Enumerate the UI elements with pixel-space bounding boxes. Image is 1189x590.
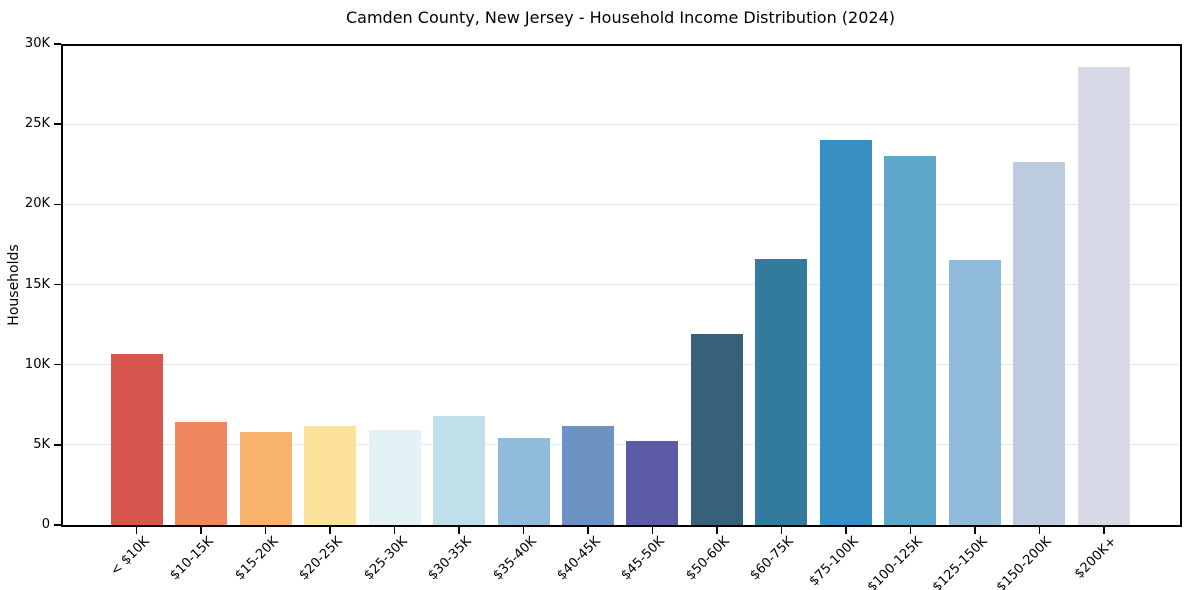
y-tick-mark — [54, 444, 61, 446]
x-tick-label: $60-75K — [747, 534, 797, 584]
x-tick-label: $100-125K — [865, 534, 926, 590]
x-tick-mark — [393, 527, 396, 534]
right-spine — [1180, 44, 1182, 527]
x-tick-mark — [974, 527, 976, 534]
bar — [819, 140, 872, 525]
y-tick-mark — [54, 363, 61, 366]
x-tick-mark — [845, 527, 847, 534]
bar — [1077, 67, 1130, 525]
bar — [239, 432, 292, 525]
x-tick-label: $50-60K — [683, 534, 733, 584]
x-tick-mark — [651, 527, 654, 534]
bar — [755, 258, 808, 525]
bar — [110, 354, 163, 525]
bar — [368, 429, 421, 525]
x-tick-mark — [458, 527, 460, 534]
x-tick-label: $15-20K — [232, 534, 282, 584]
bar — [884, 156, 937, 525]
y-tick-mark — [54, 123, 61, 125]
x-tick-label: < $10K — [107, 534, 153, 579]
x-tick-mark — [1038, 527, 1041, 534]
bar — [497, 437, 550, 525]
y-tick-label: 30K — [24, 36, 50, 51]
x-tick-label: $30-35K — [425, 534, 475, 584]
x-tick-mark — [909, 527, 912, 534]
x-tick-mark — [587, 527, 589, 534]
bar — [304, 425, 357, 525]
x-tick-label: $75-100K — [806, 534, 862, 590]
bar — [1013, 161, 1066, 525]
x-tick-label: $200K+ — [1071, 534, 1120, 582]
x-tick-label: $20-25K — [296, 534, 346, 584]
x-tick-mark — [264, 527, 267, 534]
y-tick-label: 25K — [24, 116, 50, 132]
bar — [626, 440, 679, 525]
y-tick-mark — [54, 283, 61, 286]
x-tick-mark — [1103, 527, 1105, 534]
x-tick-label: $40-45K — [554, 534, 604, 584]
gridline — [63, 284, 1180, 285]
x-tick-mark — [716, 527, 718, 534]
gridline — [63, 203, 1180, 205]
x-tick-label: $150-200K — [993, 534, 1055, 590]
y-tick-mark — [54, 524, 61, 526]
x-tick-label: $25-30K — [360, 534, 411, 584]
x-tick-label: $45-50K — [618, 534, 669, 584]
chart-title: Camden County, New Jersey - Household In… — [345, 8, 895, 27]
x-tick-mark — [522, 527, 525, 534]
bar — [433, 415, 486, 525]
y-tick-label: 0 — [41, 517, 50, 532]
y-tick-label: 15K — [24, 276, 50, 292]
y-tick-label: 20K — [24, 196, 50, 212]
x-tick-mark — [780, 527, 783, 534]
x-tick-mark — [200, 527, 202, 534]
y-tick-label: 10K — [24, 356, 50, 372]
x-tick-mark — [329, 527, 331, 534]
y-tick-label: 5K — [33, 436, 50, 452]
left-spine — [61, 44, 63, 527]
bottom-spine — [61, 525, 1182, 527]
x-tick-mark — [135, 527, 138, 534]
x-tick-label: $35-40K — [489, 534, 540, 584]
bar — [690, 334, 743, 525]
bar — [175, 422, 228, 525]
gridline — [63, 444, 1180, 446]
gridline — [63, 364, 1180, 366]
top-spine — [61, 44, 1182, 46]
y-tick-mark — [54, 43, 61, 45]
x-tick-label: $125-150K — [929, 534, 991, 590]
gridline — [63, 123, 1180, 125]
bar — [948, 259, 1001, 525]
bar — [561, 426, 614, 525]
x-tick-label: $10-15K — [167, 534, 217, 584]
y-tick-mark — [54, 203, 61, 206]
